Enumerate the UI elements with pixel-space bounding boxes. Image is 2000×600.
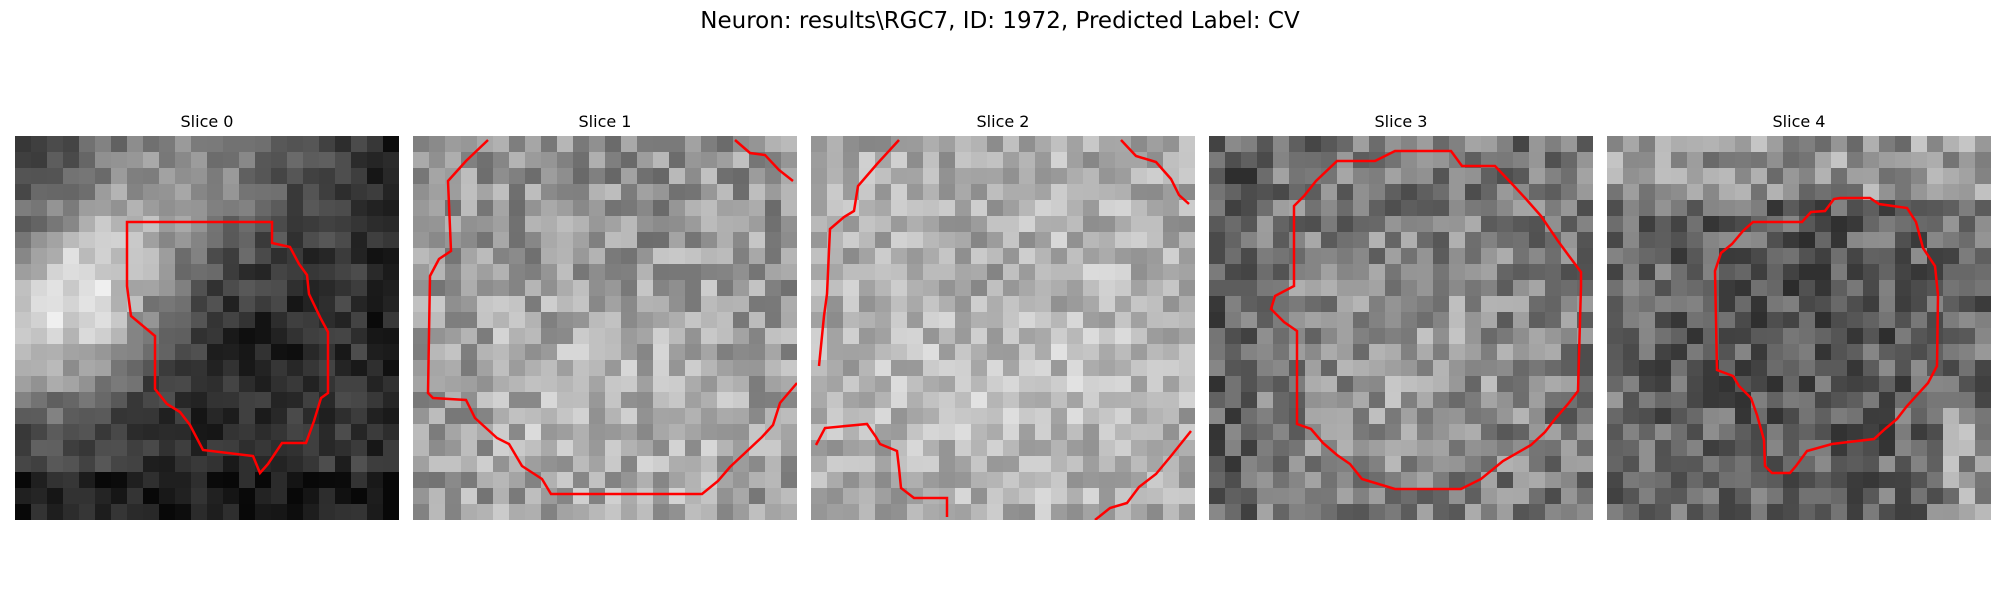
slice-panel-2: Slice 2	[811, 112, 1195, 520]
cell-contour	[426, 139, 797, 496]
slice-title: Slice 1	[578, 112, 632, 131]
cell-contour	[814, 422, 949, 517]
slice-title: Slice 4	[1772, 112, 1826, 131]
slice-panel-1: Slice 1	[413, 112, 797, 520]
slice-image	[1209, 136, 1593, 520]
slice-panel-3: Slice 3	[1209, 112, 1593, 520]
cell-contour	[1120, 139, 1190, 205]
cell-contour	[734, 139, 794, 182]
figure-title: Neuron: results\RGC7, ID: 1972, Predicte…	[700, 8, 1300, 34]
cell-contour	[1269, 149, 1583, 491]
slice-panel-0: Slice 0	[15, 112, 399, 520]
slice-title: Slice 0	[180, 112, 234, 131]
slice-image	[15, 136, 399, 520]
slice-image	[413, 136, 797, 520]
cell-contour	[125, 220, 330, 476]
slice-title: Slice 2	[976, 112, 1030, 131]
slice-image	[811, 136, 1195, 520]
slice-image	[1607, 136, 1991, 520]
cell-contour	[817, 139, 900, 367]
slice-title: Slice 3	[1374, 112, 1428, 131]
cell-contour	[1713, 196, 1940, 475]
cell-contour	[1094, 430, 1192, 520]
slice-panel-4: Slice 4	[1607, 112, 1991, 520]
